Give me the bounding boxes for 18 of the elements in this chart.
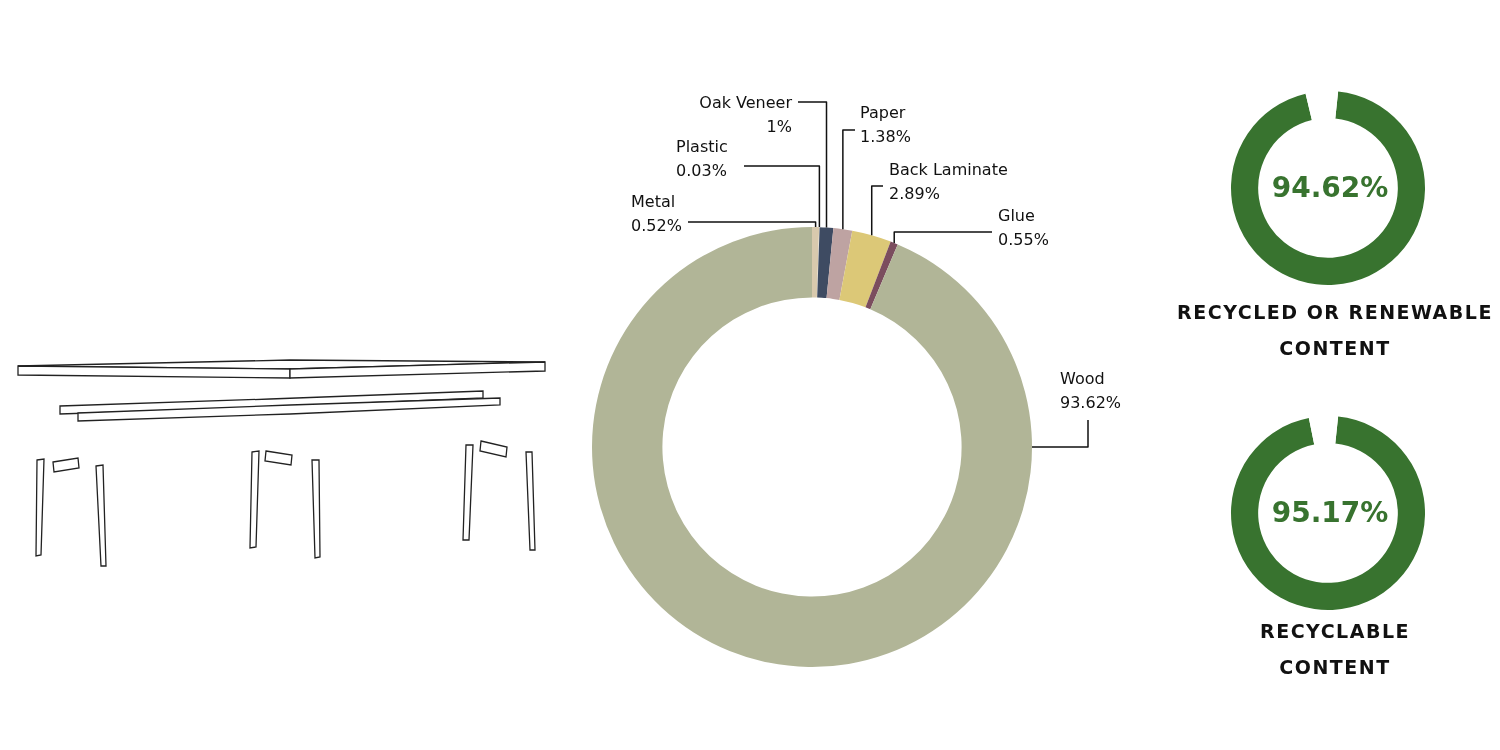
data-label: 1% bbox=[766, 117, 792, 137]
data-label: 93.62% bbox=[1060, 393, 1122, 413]
slice-label: Metal bbox=[631, 192, 676, 212]
slice-label: Glue bbox=[998, 206, 1035, 226]
data-label: 0.03% bbox=[676, 161, 727, 181]
data-label: 1.38% bbox=[860, 127, 911, 147]
data-label: 94.62% bbox=[1271, 171, 1389, 205]
data-label: 2.89% bbox=[889, 184, 940, 204]
data-label: 0.55% bbox=[998, 230, 1049, 250]
data-label: 0.52% bbox=[631, 216, 682, 236]
slice-label: Oak Veneer bbox=[699, 93, 793, 113]
text: RECYCLED OR RENEWABLE CONTENT bbox=[1176, 300, 1494, 361]
data-label: 95.17% bbox=[1271, 496, 1389, 530]
slice-label: Paper bbox=[860, 103, 906, 123]
slice-label: Back Laminate bbox=[889, 160, 1008, 180]
text: RECYCLABLE CONTENT bbox=[1259, 619, 1411, 680]
slice-label: Wood bbox=[1060, 369, 1105, 389]
slice-label: Plastic bbox=[676, 137, 728, 157]
